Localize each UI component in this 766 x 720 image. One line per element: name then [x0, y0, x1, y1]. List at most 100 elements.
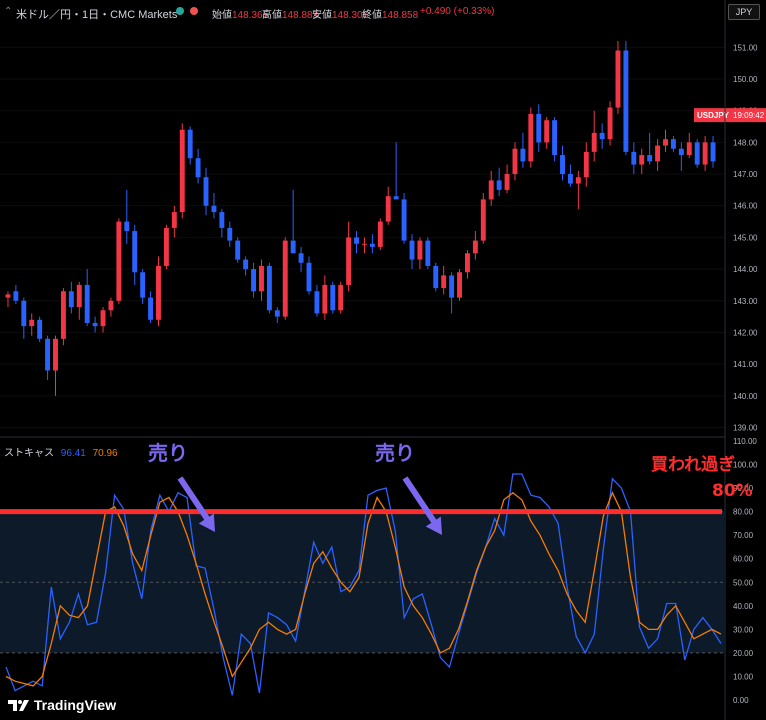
- price-tick-label: 143.00: [733, 297, 758, 306]
- overbought-label: 買われ過ぎ: [651, 454, 735, 475]
- currency-selector[interactable]: JPY: [728, 4, 760, 20]
- candle-body: [385, 196, 391, 222]
- candle-body: [560, 155, 565, 175]
- price-tick-label: 146.00: [733, 202, 758, 211]
- annotations: 売り 売り 買われ過ぎ 80%: [148, 441, 753, 535]
- stoch-tick-label: 80.00: [733, 508, 754, 517]
- candle-body: [53, 338, 58, 371]
- candle-body: [480, 199, 486, 241]
- stoch-tick-label: 100.00: [733, 461, 758, 470]
- candle-body: [464, 253, 470, 273]
- candle-body: [346, 237, 352, 285]
- sell-label: 売り: [148, 441, 188, 465]
- candle-body: [251, 269, 257, 292]
- candle-body: [76, 284, 82, 308]
- candle-body: [694, 142, 700, 165]
- sell-label: 売り: [375, 441, 415, 465]
- market-status-icon-2: [190, 7, 198, 18]
- stoch-legend[interactable]: ストキャス 96.41 70.96: [4, 444, 118, 459]
- candle-body: [583, 151, 589, 178]
- stoch-tick-label: 30.00: [733, 625, 754, 634]
- sell-arrow-icon: [198, 513, 215, 532]
- stoch-name: ストキャス: [4, 448, 54, 459]
- candle-body: [686, 142, 692, 156]
- candle-body: [84, 284, 90, 323]
- candle-body: [544, 120, 550, 143]
- candle-body: [639, 155, 645, 165]
- candle-body: [60, 291, 66, 339]
- status-dot-open-icon: [176, 7, 184, 15]
- candle-body: [37, 319, 43, 339]
- candle-body: [552, 120, 558, 156]
- stoch-tick-label: 20.00: [733, 649, 754, 658]
- candle-body: [148, 297, 154, 320]
- candle-body: [314, 291, 320, 314]
- candle-body: [520, 148, 526, 162]
- candle-body: [211, 205, 217, 213]
- candle-body: [575, 177, 581, 184]
- candle-body: [68, 291, 74, 308]
- candle-body: [567, 174, 573, 184]
- candle-body: [108, 300, 114, 311]
- price-tick-label: 151.00: [733, 43, 758, 52]
- candle-body: [433, 265, 439, 289]
- candle-body: [274, 310, 280, 317]
- candle-body: [369, 243, 375, 247]
- symbol-header: ⌃ 米ドル／円・1日・CMC Markets 始値148.365 高値148.8…: [0, 0, 766, 22]
- price-tick-label: 140.00: [733, 392, 758, 401]
- candle-body: [116, 221, 122, 301]
- candle-body: [599, 132, 605, 140]
- candle-body: [655, 145, 661, 162]
- candle-body: [306, 262, 312, 292]
- candle-body: [322, 284, 328, 314]
- candle-body: [290, 240, 296, 254]
- candle-body: [441, 275, 447, 289]
- candle-body: [266, 265, 272, 311]
- price-tick-label: 141.00: [733, 360, 758, 369]
- candle-body: [393, 196, 399, 200]
- candle-body: [607, 107, 613, 140]
- stoch-axis: 110.00 100.00 90.00 80.00 70.00 60.00 50.00 40.…: [733, 437, 758, 705]
- candle-body: [179, 129, 185, 213]
- symbol-collapse-icon[interactable]: ⌃: [4, 6, 13, 17]
- candle-body: [100, 310, 106, 327]
- candle-body: [678, 148, 684, 156]
- stoch-tick-label: 110.00: [733, 437, 757, 446]
- market-status-icon: [176, 7, 184, 18]
- candle-body: [377, 221, 383, 247]
- price-axis: 151.00150.00149.00148.00147.00146.00145.…: [733, 43, 758, 432]
- candle-body: [670, 139, 676, 149]
- tradingview-icon: [8, 700, 29, 711]
- tradingview-wordmark: TradingView: [33, 697, 117, 713]
- last-price-symbol: USDJPY: [697, 111, 730, 120]
- price-tick-label: 148.00: [733, 138, 758, 147]
- candle-body: [354, 237, 359, 244]
- candle-body: [227, 227, 233, 241]
- candle-body: [591, 132, 597, 152]
- stoch-tick-label: 90.00: [733, 484, 754, 493]
- candle-body: [243, 259, 249, 270]
- candle-body: [187, 129, 193, 159]
- candle-body: [623, 50, 629, 152]
- candle-body: [195, 158, 201, 178]
- candle-body: [457, 272, 462, 298]
- stoch-tick-label: 0.00: [733, 696, 749, 705]
- candle-body: [203, 177, 209, 206]
- ohlc-low: 安値148.306: [312, 10, 369, 21]
- symbol-title[interactable]: 米ドル／円・1日・CMC Markets: [16, 9, 178, 21]
- stoch-tick-label: 10.00: [733, 672, 754, 681]
- candle-body: [124, 221, 130, 232]
- candle-body: [647, 155, 653, 162]
- candle-body: [536, 113, 542, 143]
- last-price-time: 19:09:42: [733, 111, 765, 120]
- candle-body: [45, 338, 51, 371]
- candle-body: [282, 240, 288, 317]
- stoch-d-line: [5, 491, 722, 687]
- candle-body: [663, 139, 668, 146]
- stoch-bands: [0, 511, 725, 654]
- tradingview-logo[interactable]: TradingView: [8, 697, 116, 713]
- candle-body: [13, 291, 19, 301]
- candle-body: [472, 240, 478, 254]
- candle-body: [330, 284, 336, 311]
- candle-body: [259, 265, 264, 292]
